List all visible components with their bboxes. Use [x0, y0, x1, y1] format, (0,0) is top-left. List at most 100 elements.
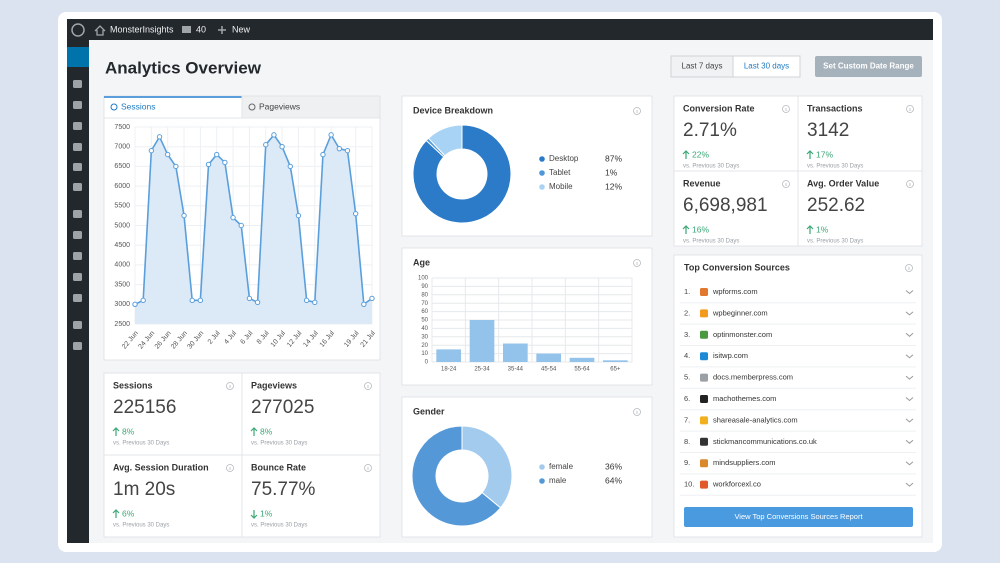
- point: [312, 299, 318, 306]
- comment-count[interactable]: 40: [196, 24, 206, 34]
- source-rank: 3.: [684, 330, 690, 339]
- chevron[interactable]: [905, 439, 914, 444]
- info-icon[interactable]: [226, 382, 234, 390]
- legend-label: Desktop: [549, 154, 579, 163]
- source-domain[interactable]: optinmonster.com: [713, 330, 772, 339]
- info-icon[interactable]: [364, 464, 372, 472]
- source-domain[interactable]: wpbeginner.com: [712, 308, 768, 317]
- new-link[interactable]: New: [232, 24, 251, 34]
- info-icon[interactable]: [905, 264, 913, 272]
- favicon: [700, 352, 708, 361]
- point: [352, 210, 359, 217]
- legend-value: 12%: [605, 181, 622, 191]
- bar: [569, 357, 595, 362]
- sidebar-icon[interactable]: [73, 321, 82, 329]
- info-icon[interactable]: [364, 382, 372, 390]
- sidebar-icon[interactable]: [73, 183, 82, 191]
- sidebar-icon[interactable]: [73, 342, 82, 350]
- point: [222, 159, 228, 166]
- wp-logo[interactable]: [71, 23, 85, 37]
- point: [254, 299, 261, 306]
- source-rank: 4.: [684, 351, 690, 360]
- favicon: [700, 330, 708, 339]
- favicon: [700, 309, 708, 318]
- info-icon[interactable]: [633, 259, 641, 267]
- pie-slice: [427, 124, 463, 157]
- favicon: [700, 288, 708, 296]
- tab-label[interactable]: Pageviews: [259, 101, 300, 111]
- y-tick-label: 90: [421, 284, 428, 290]
- info-icon[interactable]: [906, 105, 914, 113]
- tab-label[interactable]: Sessions: [121, 101, 156, 111]
- chevron[interactable]: [905, 332, 914, 337]
- change-arrow: [112, 427, 120, 436]
- legend-label: Mobile: [549, 182, 573, 191]
- source-domain[interactable]: workforcexl.co: [712, 480, 761, 489]
- metric-change: 8%: [122, 426, 135, 436]
- info-icon[interactable]: [633, 107, 641, 115]
- chevron[interactable]: [905, 482, 914, 487]
- y-tick-label: 5500: [114, 203, 130, 210]
- report-button-label[interactable]: View Top Conversions Sources Report: [734, 512, 863, 521]
- info-icon[interactable]: [782, 105, 790, 113]
- custom-range-button[interactable]: [815, 56, 922, 77]
- sidebar-icon[interactable]: [73, 80, 82, 88]
- pie-slice: [461, 425, 513, 509]
- chevron[interactable]: [905, 397, 914, 402]
- point: [214, 151, 220, 158]
- source-domain[interactable]: stickmancommunications.co.uk: [713, 437, 817, 446]
- sidebar-icon[interactable]: [73, 163, 82, 171]
- point: [369, 295, 375, 302]
- chevron[interactable]: [905, 290, 914, 295]
- chart-title: Device Breakdown: [413, 105, 493, 115]
- sidebar-icon[interactable]: [73, 101, 82, 109]
- sidebar-icon[interactable]: [73, 273, 82, 281]
- site-name[interactable]: MonsterInsights: [110, 24, 174, 34]
- date-range-label[interactable]: Last 30 days: [744, 62, 789, 71]
- point: [164, 151, 171, 158]
- source-domain[interactable]: mindsuppliers.com: [713, 458, 776, 467]
- info-icon[interactable]: [782, 180, 790, 188]
- sidebar-active[interactable]: [67, 47, 89, 67]
- info-icon[interactable]: [906, 180, 914, 188]
- point: [140, 297, 146, 304]
- sidebar-icon[interactable]: [73, 143, 82, 151]
- sidebar-icon[interactable]: [73, 122, 82, 130]
- metric-value: 1m 20s: [113, 479, 175, 500]
- sidebar-icon[interactable]: [73, 210, 82, 218]
- report-button[interactable]: [684, 507, 913, 527]
- custom-range-label[interactable]: Set Custom Date Range: [823, 62, 914, 71]
- point: [263, 142, 269, 148]
- y-tick-label: 80: [421, 292, 428, 298]
- change-arrow: [250, 510, 258, 519]
- date-range-button[interactable]: [732, 55, 801, 78]
- source-domain[interactable]: isitwp.com: [713, 351, 748, 360]
- x-tick-label: 45-54: [541, 367, 557, 373]
- date-range-label[interactable]: Last 7 days: [682, 62, 723, 71]
- sidebar-icon[interactable]: [73, 252, 82, 260]
- favicon: [700, 373, 708, 382]
- info-icon[interactable]: [226, 464, 234, 472]
- chevron[interactable]: [905, 311, 914, 316]
- tab-indicator: [104, 96, 242, 98]
- point: [287, 163, 293, 170]
- chevron[interactable]: [905, 375, 914, 380]
- y-tick-label: 7000: [114, 144, 130, 151]
- y-tick-label: 20: [421, 343, 428, 349]
- admin-bar: [67, 19, 933, 40]
- sidebar-icon[interactable]: [73, 231, 82, 239]
- chevron[interactable]: [905, 354, 914, 359]
- metric-value: 225156: [113, 397, 176, 418]
- source-domain[interactable]: machothemes.com: [713, 394, 776, 403]
- info-icon[interactable]: [633, 408, 641, 416]
- y-tick-label: 3000: [114, 301, 130, 308]
- sidebar-icon[interactable]: [73, 294, 82, 302]
- source-domain[interactable]: docs.memberpress.com: [713, 373, 793, 382]
- source-domain[interactable]: shareasale-analytics.com: [713, 415, 798, 424]
- tab[interactable]: [241, 95, 381, 119]
- chevron[interactable]: [905, 461, 914, 466]
- source-domain[interactable]: wpforms.com: [712, 287, 758, 296]
- metric-label: Conversion Rate: [683, 103, 755, 113]
- chevron[interactable]: [905, 418, 914, 423]
